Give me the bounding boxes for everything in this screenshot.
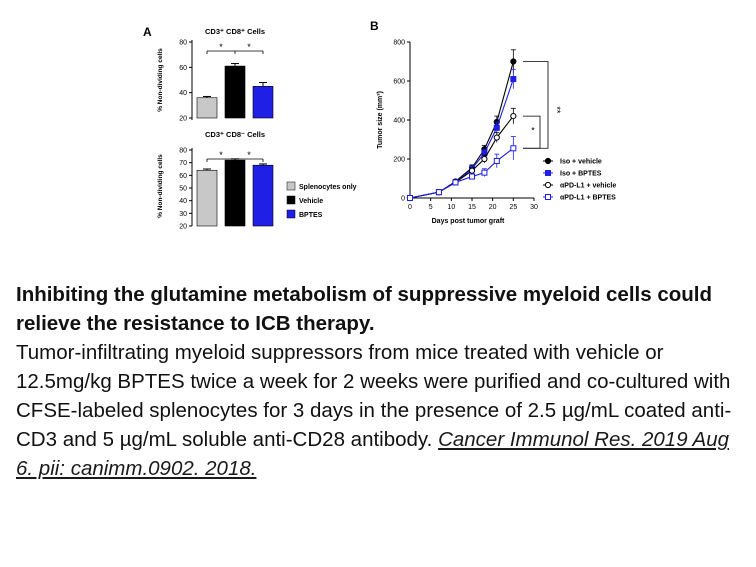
legend-label: BPTES	[299, 212, 323, 219]
legend-label: Iso + BPTES	[560, 171, 602, 178]
significance-marker: **	[552, 106, 562, 114]
data-point	[452, 179, 459, 186]
legend-swatch	[286, 195, 296, 205]
y-tick-label: 200	[393, 157, 405, 164]
data-point	[468, 167, 476, 174]
chart-title: CD3⁺ CD8⁻ Cells	[205, 130, 265, 139]
bar	[196, 97, 218, 119]
legend-treatment: Splenocytes only Vehicle BPTES	[286, 181, 357, 219]
data-point	[510, 58, 517, 65]
x-tick-label: 10	[447, 204, 455, 211]
y-tick-label: 400	[393, 118, 405, 125]
legend-marker	[545, 194, 551, 200]
figure: A B CD3⁺ CD8⁺ Cells % Non-dividing cells…	[0, 0, 756, 260]
legend-label: Vehicle	[299, 198, 323, 205]
y-tick-label: 40	[179, 90, 187, 97]
y-tick-label: 0	[401, 196, 405, 203]
y-tick-label: 40	[179, 198, 187, 205]
legend-swatch	[286, 209, 296, 219]
x-tick-label: 30	[530, 204, 538, 211]
chart-tumor-growth: Tumor size (mm³) Days post tumor graft 0…	[377, 40, 562, 226]
y-tick-label: 20	[179, 116, 187, 123]
chart-title: CD3⁺ CD8⁺ Cells	[205, 27, 265, 36]
data-point	[435, 189, 442, 196]
y-tick-label: 80	[179, 148, 187, 155]
data-point	[493, 124, 500, 131]
data-point	[481, 169, 488, 176]
data-point	[481, 155, 488, 163]
legend-label: αPD-L1 + BPTES	[560, 195, 616, 202]
caption-body: Tumor-infiltrating myeloid suppressors f…	[16, 341, 732, 451]
legend-marker	[545, 170, 551, 176]
data-point	[493, 157, 500, 164]
y-axis-label: Tumor size (mm³)	[377, 91, 384, 149]
y-tick-label: 80	[179, 40, 187, 47]
data-point	[510, 76, 517, 83]
x-tick-label: 15	[468, 204, 476, 211]
data-point	[493, 134, 500, 141]
bar	[252, 164, 274, 227]
panel-label-b: B	[370, 19, 379, 33]
figure-caption: Inhibiting the glutamine metabolism of s…	[16, 280, 746, 483]
chart-cd8-negative: CD3⁺ CD8⁻ Cells % Non-dividing cells 20 3…	[157, 130, 274, 231]
legend-groups: Iso + vehicle Iso + BPTES αPD-L1 + vehicle…	[543, 157, 616, 202]
x-tick-label: 0	[408, 204, 412, 211]
data-point	[510, 113, 517, 120]
legend-swatch	[286, 181, 296, 191]
y-tick-label: 60	[179, 173, 187, 180]
chart-cd8-positive: CD3⁺ CD8⁺ Cells % Non-dividing cells 20 4…	[157, 27, 274, 123]
y-axis-label: % Non-dividing cells	[157, 154, 164, 218]
x-tick-label: 5	[429, 204, 433, 211]
bar	[224, 65, 246, 119]
y-tick-label: 30	[179, 211, 187, 218]
data-point	[407, 195, 413, 201]
y-axis-label: % Non-dividing cells	[157, 48, 164, 112]
y-tick-label: 60	[179, 65, 187, 72]
data-point	[469, 173, 475, 180]
x-tick-label: 25	[509, 204, 517, 211]
legend-label: αPD-L1 + vehicle	[560, 183, 616, 190]
y-tick-label: 50	[179, 186, 187, 193]
legend-marker	[544, 157, 552, 165]
significance-marker: *	[247, 42, 251, 52]
figure-svg: A B CD3⁺ CD8⁺ Cells % Non-dividing cells…	[143, 19, 616, 231]
citation-link[interactable]: Cancer Immunol Res. 2019 Aug 6. pii: can…	[16, 428, 730, 480]
bar	[224, 159, 246, 227]
series-line	[409, 147, 514, 199]
data-point	[510, 145, 517, 152]
significance-marker: *	[531, 126, 535, 136]
significance-bracket	[523, 61, 549, 149]
y-tick-label: 70	[179, 160, 187, 167]
legend-marker	[544, 181, 552, 189]
significance-marker: *	[247, 150, 251, 160]
bar	[196, 169, 218, 227]
caption-title: Inhibiting the glutamine metabolism of s…	[16, 283, 712, 335]
y-tick-label: 800	[393, 40, 405, 47]
significance-marker: *	[219, 150, 223, 160]
y-tick-label: 20	[179, 224, 187, 231]
legend-label: Splenocytes only	[299, 184, 357, 191]
x-tick-label: 20	[489, 204, 497, 211]
bar	[252, 86, 274, 119]
legend-label: Iso + vehicle	[560, 159, 602, 166]
significance-marker: *	[219, 42, 223, 52]
y-tick-label: 600	[393, 79, 405, 86]
significance-bracket	[523, 115, 541, 149]
x-axis-label: Days post tumor graft	[432, 218, 505, 225]
panel-label-a: A	[143, 25, 152, 39]
